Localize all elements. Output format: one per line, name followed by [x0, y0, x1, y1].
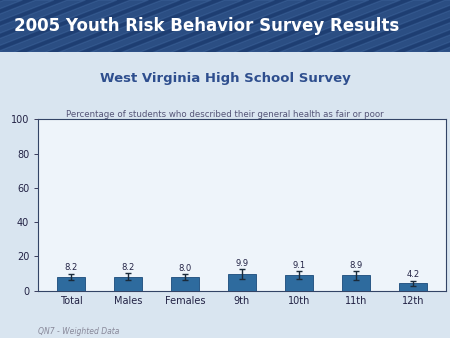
Bar: [228, 274, 256, 291]
Text: 9.1: 9.1: [292, 261, 306, 270]
Polygon shape: [405, 0, 450, 52]
Text: QN7 - Weighted Data: QN7 - Weighted Data: [38, 327, 120, 336]
Bar: [57, 276, 85, 291]
Text: West Virginia High School Survey: West Virginia High School Survey: [99, 72, 351, 86]
Polygon shape: [342, 0, 450, 52]
Bar: [171, 277, 199, 291]
Polygon shape: [216, 0, 369, 52]
Text: 8.0: 8.0: [178, 264, 192, 273]
Text: 9.9: 9.9: [235, 259, 248, 268]
Polygon shape: [122, 0, 274, 52]
Polygon shape: [0, 0, 148, 52]
Polygon shape: [310, 0, 450, 52]
Polygon shape: [279, 0, 432, 52]
Polygon shape: [0, 0, 22, 52]
Polygon shape: [184, 0, 338, 52]
Polygon shape: [248, 0, 400, 52]
Text: 4.2: 4.2: [406, 270, 419, 280]
Text: 8.2: 8.2: [122, 263, 135, 272]
Bar: [342, 275, 370, 291]
Bar: [114, 276, 142, 291]
Polygon shape: [0, 0, 86, 52]
Polygon shape: [0, 0, 54, 52]
Text: Percentage of students who described their general health as fair or poor: Percentage of students who described the…: [66, 110, 384, 119]
Text: 8.2: 8.2: [64, 263, 78, 272]
Text: 8.9: 8.9: [349, 261, 362, 270]
Polygon shape: [153, 0, 306, 52]
Polygon shape: [0, 0, 117, 52]
Polygon shape: [374, 0, 450, 52]
Polygon shape: [90, 0, 243, 52]
Bar: [284, 275, 313, 291]
Polygon shape: [436, 0, 450, 52]
Polygon shape: [27, 0, 180, 52]
Bar: [399, 284, 427, 291]
Text: 2005 Youth Risk Behavior Survey Results: 2005 Youth Risk Behavior Survey Results: [14, 17, 399, 35]
Polygon shape: [58, 0, 212, 52]
